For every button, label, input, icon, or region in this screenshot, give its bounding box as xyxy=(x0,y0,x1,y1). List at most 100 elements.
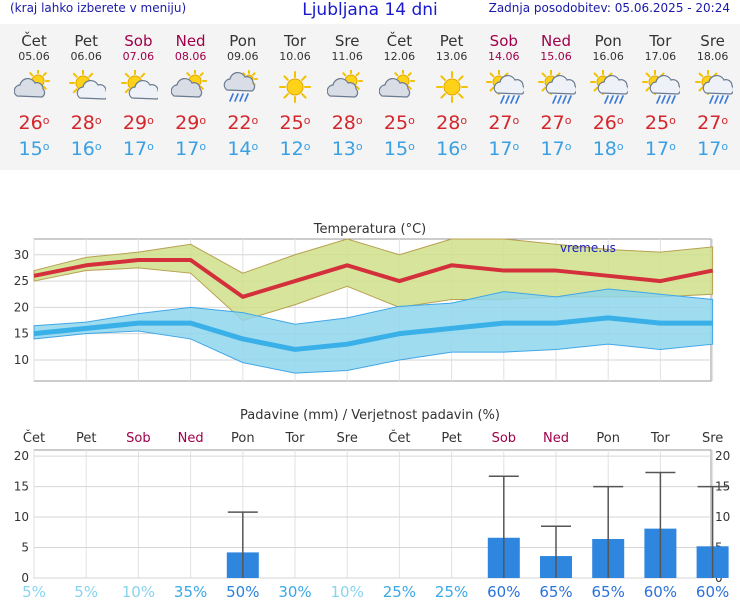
day-date: 07.06 xyxy=(122,50,155,63)
day-name: Pet xyxy=(439,32,464,50)
max-temperature: 26o xyxy=(592,112,624,134)
location-menu-note[interactable]: (kraj lahko izberete v meniju) xyxy=(10,1,187,15)
day-name: Sob xyxy=(124,32,153,50)
day-name: Pon xyxy=(594,32,622,50)
day-column: Čet 12.06 25o 15o xyxy=(373,24,425,162)
min-temperature: 17o xyxy=(175,138,207,160)
precip-day-label: Ned xyxy=(543,431,569,446)
temperature-chart: 10 15 20 25 30 Temperatura (°C) vreme.us xyxy=(14,222,714,382)
precip-day-label: Pet xyxy=(441,431,461,446)
day-column: Pet 13.06 28o 16o xyxy=(426,24,478,162)
day-column: Ned 08.06 29o 17o xyxy=(165,24,217,162)
y-tick-label-left: 10 xyxy=(14,510,29,524)
sun-icon xyxy=(279,71,311,103)
day-name: Tor xyxy=(284,32,306,50)
min-temperature: 18o xyxy=(592,138,624,160)
precip-day-label: Sre xyxy=(702,431,723,446)
min-temperature: 15o xyxy=(383,138,415,160)
sun-rain-icon xyxy=(694,70,733,104)
tmax-range-band xyxy=(33,238,714,322)
max-temperature: 27o xyxy=(697,112,729,134)
max-temperature: 29o xyxy=(122,112,154,134)
day-name: Čet xyxy=(21,32,47,50)
day-column: Čet 05.06 26o 15o xyxy=(8,24,60,162)
watermark: vreme.us xyxy=(560,241,616,255)
daily-forecast-strip: Čet 05.06 26o 15o Pet 06.06 28o 16o Sob 07.06 29o 1… xyxy=(0,24,740,170)
precip-probability: 65% xyxy=(592,583,625,600)
max-temperature: 28o xyxy=(331,112,363,134)
page-title: Ljubljana 14 dni xyxy=(302,0,438,20)
precip-day-label: Sre xyxy=(337,431,358,446)
precip-probability: 5% xyxy=(74,583,98,600)
precipitation-chart-title: Padavine (mm) / Verjetnost padavin (%) xyxy=(240,408,500,423)
header: (kraj lahko izberete v meniju) Ljubljana… xyxy=(0,0,740,24)
precip-day-label: Tor xyxy=(284,431,305,446)
y-tick-label-right: 10 xyxy=(715,510,730,524)
min-temperature: 17o xyxy=(697,138,729,160)
day-name: Sre xyxy=(700,32,725,50)
min-temperature: 17o xyxy=(644,138,676,160)
precip-day-label: Čet xyxy=(23,430,45,446)
partly-cloudy-icon xyxy=(327,70,364,98)
temperature-chart-title: Temperatura (°C) xyxy=(313,222,426,237)
day-name: Pet xyxy=(74,32,98,50)
precip-probability: 10% xyxy=(122,583,155,600)
sun-rain-icon xyxy=(642,70,681,104)
precip-probability: 60% xyxy=(696,583,729,600)
sun-cloud-icon xyxy=(69,70,107,100)
tmax-line xyxy=(33,258,713,299)
day-date: 06.06 xyxy=(70,50,102,63)
day-date: 11.06 xyxy=(331,50,363,63)
day-name: Tor xyxy=(649,32,672,50)
day-name: Pon xyxy=(229,32,257,50)
day-name: Sre xyxy=(334,32,360,50)
sun-rain-icon xyxy=(485,70,524,104)
y-tick-label: 20 xyxy=(14,300,29,314)
precip-probability: 60% xyxy=(644,583,677,600)
precip-day-label: Ned xyxy=(178,431,204,446)
day-date: 14.06 xyxy=(488,50,520,63)
day-date: 12.06 xyxy=(383,50,416,63)
partly-cloudy-icon xyxy=(379,70,416,98)
max-temperature: 25o xyxy=(644,112,676,134)
min-temperature: 17o xyxy=(122,138,154,160)
precip-day-label: Pon xyxy=(596,431,620,446)
day-column: Sob 07.06 29o 17o xyxy=(112,24,164,162)
y-tick-label: 30 xyxy=(14,248,29,262)
day-date: 16.06 xyxy=(592,50,624,63)
min-temperature: 17o xyxy=(488,138,520,160)
precip-probability: 25% xyxy=(435,583,468,600)
y-tick-label-right: 20 xyxy=(715,449,730,463)
min-temperature: 16o xyxy=(70,138,102,160)
day-name: Čet xyxy=(386,32,413,50)
precipitation-chart: Padavine (mm) / Verjetnost padavin (%) Če… xyxy=(14,408,731,600)
precip-day-label: Sob xyxy=(126,431,150,446)
max-temperature: 26o xyxy=(18,112,50,134)
day-date: 08.06 xyxy=(174,50,207,63)
precip-probability: 25% xyxy=(383,583,416,600)
max-temperature: 29o xyxy=(175,112,207,134)
precip-probability: 5% xyxy=(22,583,46,600)
day-name: Ned xyxy=(541,32,571,50)
max-temperature: 27o xyxy=(540,112,572,134)
day-date: 18.06 xyxy=(696,50,729,63)
day-date: 10.06 xyxy=(279,50,311,63)
day-name: Ned xyxy=(175,32,206,50)
precip-day-label: Čet xyxy=(388,430,410,446)
precip-probability: 60% xyxy=(487,583,520,600)
y-tick-label-left: 0 xyxy=(21,571,29,585)
max-temperature: 28o xyxy=(436,112,468,134)
sun-cloud-icon xyxy=(121,70,159,100)
max-temperature: 27o xyxy=(488,112,520,134)
max-temperature: 25o xyxy=(383,112,415,134)
y-tick-label-left: 20 xyxy=(14,449,29,463)
day-column: Ned 15.06 27o 17o xyxy=(530,24,582,162)
min-temperature: 17o xyxy=(540,138,572,160)
min-temperature: 15o xyxy=(18,138,50,160)
rain-cloud-icon xyxy=(223,70,258,102)
y-tick-label-left: 15 xyxy=(14,480,29,494)
tmin-range-band xyxy=(33,288,714,374)
precip-day-label: Sob xyxy=(492,431,516,446)
max-temperature: 22o xyxy=(227,112,259,134)
day-date: 05.06 xyxy=(18,50,50,63)
